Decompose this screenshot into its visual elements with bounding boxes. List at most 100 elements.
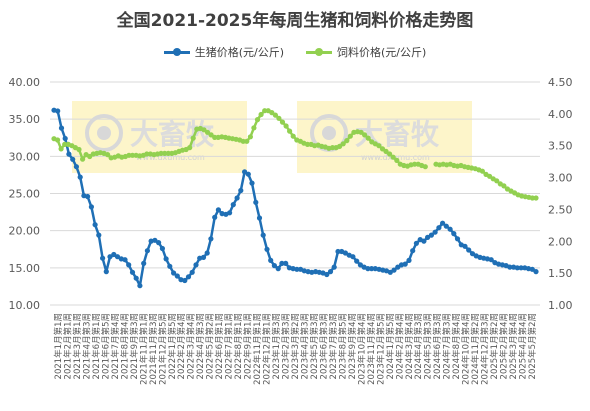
x-tick-label: 2024年4月第3周 bbox=[413, 313, 424, 379]
x-tick-label: 2025年2月第4周 bbox=[499, 313, 510, 379]
data-point-pig-price bbox=[260, 232, 266, 238]
right-tick-label: 1.00 bbox=[548, 299, 573, 312]
data-point-feed-price bbox=[362, 132, 368, 138]
data-point-pig-price bbox=[488, 257, 494, 263]
data-point-feed-price bbox=[144, 151, 150, 157]
data-point-feed-price bbox=[276, 115, 282, 121]
x-tick-label: 2023年1月第3周 bbox=[271, 313, 282, 379]
data-point-pig-price bbox=[238, 187, 244, 194]
data-point-pig-price bbox=[92, 222, 98, 228]
left-tick-label: 10.00 bbox=[9, 299, 41, 312]
data-point-pig-price bbox=[350, 254, 356, 260]
data-point-feed-price bbox=[283, 123, 289, 129]
left-tick-label: 25.00 bbox=[9, 188, 41, 201]
data-point-pig-price bbox=[107, 254, 113, 260]
right-tick-label: 3.00 bbox=[548, 172, 573, 185]
data-point-pig-price bbox=[182, 277, 188, 284]
data-point-pig-price bbox=[114, 254, 121, 260]
data-point-pig-price bbox=[447, 226, 453, 232]
data-point-pig-price bbox=[440, 220, 446, 226]
data-point-feed-price bbox=[158, 150, 164, 156]
data-point-feed-price bbox=[304, 141, 311, 147]
data-point-pig-price bbox=[283, 260, 289, 266]
x-tick-label: 2022年11月第1周 bbox=[252, 313, 263, 385]
data-point-pig-price bbox=[62, 135, 68, 142]
x-tick-label: 2021年9月第3周 bbox=[129, 313, 140, 379]
data-point-feed-price bbox=[62, 141, 68, 147]
data-point-feed-price bbox=[412, 161, 418, 167]
data-point-pig-price bbox=[462, 243, 468, 249]
x-tick-label: 2023年8月第5周 bbox=[337, 313, 348, 379]
data-point-pig-price bbox=[425, 234, 431, 240]
data-point-feed-price bbox=[494, 178, 500, 184]
data-point-pig-price bbox=[212, 214, 218, 220]
data-point-feed-price bbox=[244, 138, 250, 144]
data-point-pig-price bbox=[369, 266, 375, 272]
data-point-pig-price bbox=[185, 274, 192, 280]
x-tick-label: 2021年11月第3周 bbox=[148, 313, 159, 385]
data-point-pig-price bbox=[193, 262, 199, 268]
data-point-pig-price bbox=[163, 256, 169, 262]
watermark-logo-ring bbox=[85, 114, 123, 152]
data-point-pig-price bbox=[354, 258, 360, 264]
x-tick-label: 2024年3月第4周 bbox=[404, 313, 415, 379]
x-tick-label: 2023年6月第3周 bbox=[318, 313, 329, 379]
watermark-brand: 大畜牧 bbox=[355, 118, 440, 151]
data-point-pig-price bbox=[66, 151, 72, 157]
data-point-pig-price bbox=[413, 240, 419, 246]
legend-swatch-pig-price bbox=[163, 48, 190, 56]
data-point-pig-price bbox=[271, 263, 277, 269]
data-point-feed-price bbox=[258, 111, 264, 118]
data-point-pig-price bbox=[129, 269, 136, 275]
data-point-pig-price bbox=[200, 254, 207, 260]
data-point-pig-price bbox=[443, 223, 449, 229]
x-tick-label: 2022年9月第1周 bbox=[243, 313, 254, 379]
data-point-pig-price bbox=[85, 193, 91, 200]
x-tick-label: 2022年6月第1周 bbox=[214, 313, 225, 379]
x-tick-label: 2021年4月第3周 bbox=[81, 313, 92, 379]
data-point-pig-price bbox=[171, 270, 177, 276]
data-point-pig-price bbox=[451, 231, 457, 237]
x-tick-label: 2025年4月第4周 bbox=[518, 313, 529, 379]
left-tick-label: 20.00 bbox=[9, 225, 41, 238]
data-point-pig-price bbox=[421, 238, 427, 244]
data-point-pig-price bbox=[507, 264, 513, 270]
data-point-feed-price bbox=[287, 128, 293, 134]
data-point-feed-price bbox=[387, 151, 393, 157]
data-point-feed-price bbox=[80, 156, 86, 162]
data-point-feed-price bbox=[394, 157, 400, 163]
data-point-pig-price bbox=[391, 267, 397, 273]
right-tick-label: 4.00 bbox=[548, 108, 573, 121]
data-point-feed-price bbox=[344, 138, 350, 144]
data-point-pig-price bbox=[466, 247, 472, 253]
data-point-pig-price bbox=[268, 257, 274, 263]
x-tick-label: 2024年6月第3周 bbox=[432, 313, 443, 379]
data-point-feed-price bbox=[501, 183, 507, 189]
data-point-pig-price bbox=[245, 171, 251, 177]
data-point-feed-price bbox=[329, 145, 336, 151]
data-point-pig-price bbox=[324, 271, 330, 278]
data-point-pig-price bbox=[331, 264, 337, 270]
x-tick-label: 2022年3月第4周 bbox=[186, 313, 197, 379]
data-point-pig-price bbox=[406, 257, 412, 263]
watermark-logo-dot bbox=[97, 126, 111, 140]
data-point-pig-price bbox=[454, 236, 461, 242]
x-tick-label: 2022年5月第2周 bbox=[205, 313, 216, 379]
left-tick-label: 30.00 bbox=[9, 150, 41, 163]
data-point-feed-price bbox=[533, 195, 539, 201]
x-tick-label: 2022年7月第1周 bbox=[224, 313, 235, 379]
data-point-pig-price bbox=[533, 269, 539, 275]
data-point-pig-price bbox=[428, 232, 434, 238]
data-point-feed-price bbox=[365, 135, 371, 141]
legend-label-feed-price: 饲料价格(元/公斤) bbox=[337, 46, 427, 59]
x-tick-label: 2021年11月第1周 bbox=[138, 313, 149, 385]
x-tick-label: 2021年6月第1周 bbox=[91, 313, 102, 379]
x-tick-label: 2022年12月第1周 bbox=[262, 313, 273, 385]
x-tick-label: 2023年5月第3周 bbox=[309, 313, 320, 379]
data-point-feed-price bbox=[390, 154, 396, 160]
data-point-pig-price bbox=[122, 257, 128, 263]
x-tick-label: 2023年9月第4周 bbox=[347, 313, 358, 379]
right-tick-label: 4.50 bbox=[548, 76, 573, 89]
x-tick-label: 2021年8月第4周 bbox=[119, 313, 130, 379]
data-point-pig-price bbox=[77, 174, 83, 180]
